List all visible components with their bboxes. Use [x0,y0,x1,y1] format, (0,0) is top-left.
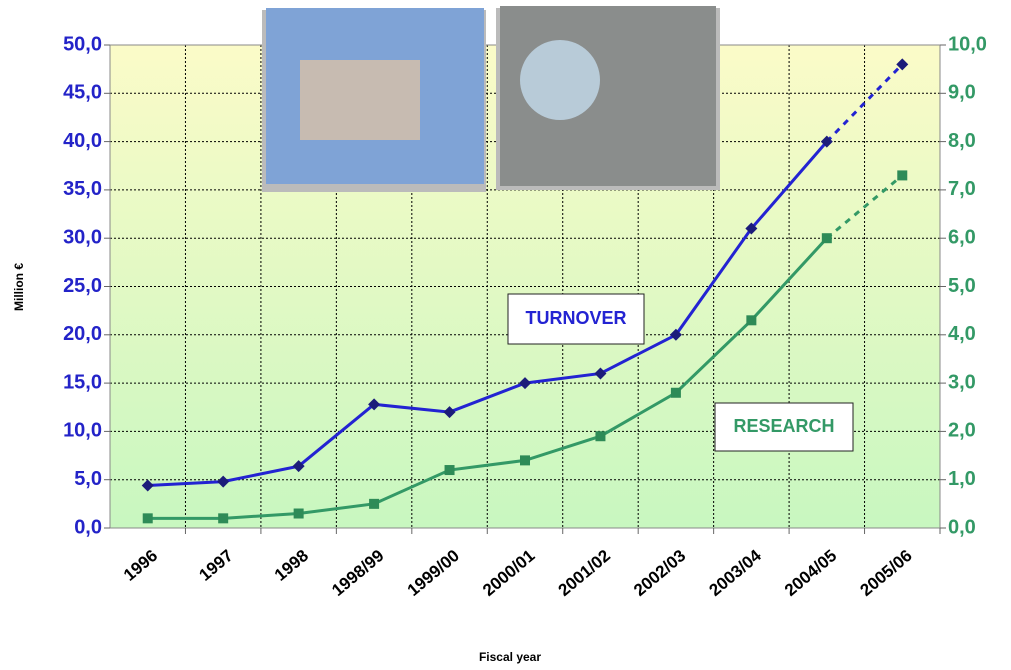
y-tick-label: 25,0 [63,275,102,297]
photo-lab [496,6,720,190]
y-tick-label: 35,0 [63,178,102,200]
x-tick-label: 1999/00 [404,546,463,600]
y-tick-label: 45,0 [63,82,102,104]
marker [671,388,681,398]
y2-tick-label: 5,0 [948,275,976,297]
y2-tick-label: 10,0 [948,33,987,55]
x-tick-label: 2000/01 [479,546,538,600]
marker [445,465,455,475]
y-tick-label: 40,0 [63,130,102,152]
y2-tick-label: 7,0 [948,178,976,200]
y-tick-label: 30,0 [63,226,102,248]
marker [294,509,304,519]
x-tick-label: 1996 [120,546,161,585]
marker [143,513,153,523]
photo-detail [300,60,420,140]
x-tick-label: 1998/99 [328,546,387,600]
x-tick-label: 2004/05 [781,546,840,600]
x-tick-label: 2001/02 [555,546,614,600]
y2-tick-label: 2,0 [948,420,976,442]
x-axis-title: Fiscal year [479,650,541,664]
x-tick-label: 1998 [271,546,312,585]
x-tick-label: 2002/03 [630,546,689,600]
marker [520,455,530,465]
series-label: TURNOVER [525,308,626,328]
chart: TURNOVER RESEARCH Million € Fiscal year … [0,0,1011,670]
marker [218,513,228,523]
series-label: RESEARCH [733,416,834,436]
y2-tick-label: 8,0 [948,130,976,152]
marker [595,431,605,441]
photo-detail [520,40,600,120]
y-tick-label: 20,0 [63,323,102,345]
x-tick-label: 2005/06 [856,546,915,600]
marker [897,170,907,180]
marker [369,499,379,509]
y2-tick-label: 3,0 [948,371,976,393]
y2-tick-label: 0,0 [948,516,976,538]
marker [746,315,756,325]
y-tick-label: 0,0 [74,516,102,538]
x-tick-label: 2003/04 [706,546,766,600]
y-axis-title: Million € [12,263,26,311]
photo-calculator [262,8,486,192]
y2-tick-label: 6,0 [948,226,976,248]
y-tick-label: 50,0 [63,33,102,55]
y-tick-label: 5,0 [74,468,102,490]
marker [822,233,832,243]
x-tick-label: 1997 [195,546,236,585]
y-tick-label: 15,0 [63,371,102,393]
y2-tick-label: 9,0 [948,82,976,104]
y2-tick-label: 1,0 [948,468,976,490]
y2-tick-label: 4,0 [948,323,976,345]
y-tick-label: 10,0 [63,420,102,442]
